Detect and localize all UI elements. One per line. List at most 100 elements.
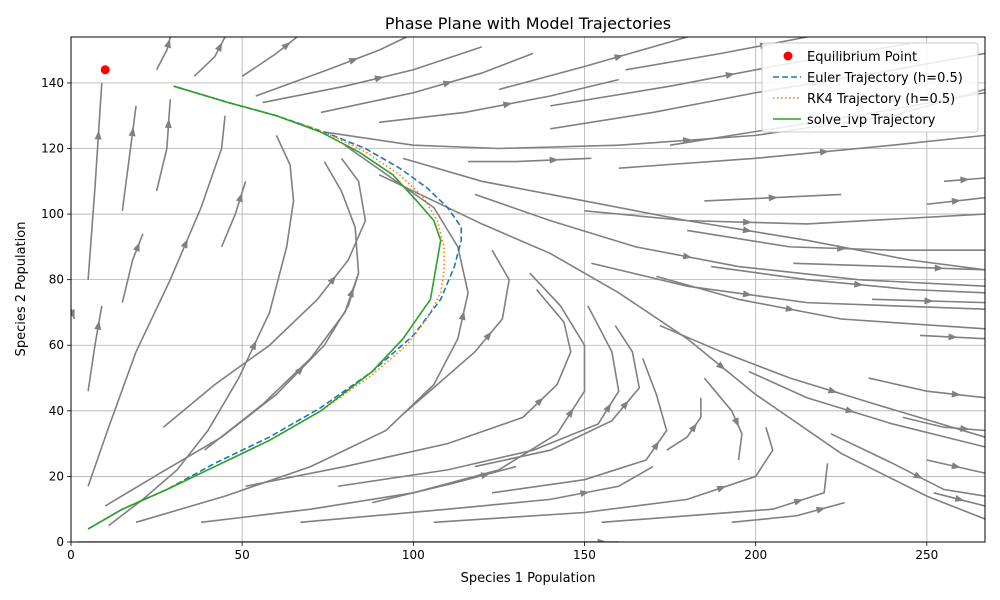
streamline-arrow — [327, 275, 336, 285]
y-tick-label: 80 — [49, 273, 64, 287]
streamline-arrow — [94, 130, 102, 140]
streamline-arrow — [742, 218, 753, 226]
streamline-arrow — [71, 309, 75, 319]
streamline-arrow — [620, 400, 629, 410]
streamline-arrow — [768, 194, 778, 202]
streamline-arrow — [913, 471, 923, 479]
streamline-arrow — [837, 244, 847, 252]
streamline — [902, 416, 985, 432]
streamline — [135, 144, 469, 524]
streamline — [87, 305, 103, 392]
streamline — [337, 305, 620, 488]
legend-label-rk4: RK4 Trajectory (h=0.5) — [807, 92, 955, 107]
streamline-arrow — [819, 148, 830, 156]
streamline-arrow — [954, 494, 965, 502]
x-tick-label: 50 — [235, 548, 250, 562]
streamline-arrow — [94, 320, 102, 331]
streamline-arrow — [603, 403, 612, 413]
streamline-arrow — [827, 386, 838, 394]
trajectories — [87, 65, 463, 530]
x-tick-label: 200 — [744, 548, 767, 562]
streamline-arrow — [844, 406, 855, 414]
streamline — [87, 115, 226, 487]
legend-box — [761, 42, 979, 133]
streamline-arrow — [458, 310, 466, 321]
streamline-arrow — [951, 197, 961, 205]
x-tick-label: 150 — [573, 548, 596, 562]
streamline-arrow — [281, 42, 291, 51]
streamline — [87, 82, 103, 280]
streamline-arrow — [295, 366, 304, 376]
grid — [70, 37, 985, 543]
x-axis-label: Species 1 Population — [461, 571, 596, 586]
streamline-arrow — [682, 252, 693, 260]
streamline-arrow — [348, 58, 359, 65]
x-tick-label: 250 — [915, 548, 938, 562]
legend-label-euler: Euler Trajectory (h=0.5) — [807, 71, 963, 86]
streamline-arrow — [442, 80, 453, 88]
streamline — [378, 174, 985, 520]
streamline-arrow — [934, 264, 944, 272]
y-axis-label: Species 2 Population — [14, 222, 29, 357]
streamline-arrow — [128, 127, 136, 137]
streamline-arrow — [480, 472, 491, 480]
streamline-arrow — [613, 54, 624, 62]
streamline-arrow — [924, 297, 934, 305]
equilibrium-point — [100, 65, 110, 75]
streamline-arrow — [731, 417, 739, 427]
streamline — [121, 105, 137, 211]
legend-label-equilibrium: Equilibrium Point — [807, 50, 917, 65]
streamline — [220, 181, 247, 248]
streamline — [104, 272, 360, 507]
streamline — [300, 465, 654, 524]
y-tick-label: 120 — [41, 141, 64, 155]
legend-marker-equilibrium — [783, 51, 793, 61]
streamline — [468, 157, 592, 163]
streamline-arrow — [597, 538, 607, 542]
streamline-arrow — [579, 490, 590, 498]
streamline-arrow — [742, 290, 753, 298]
streamline — [155, 99, 172, 192]
streamline-arrow — [951, 462, 961, 470]
streamline-arrow — [716, 361, 726, 370]
streamline — [731, 501, 845, 524]
streamline — [793, 262, 985, 271]
streamline-arrow — [716, 485, 727, 493]
streamline-arrow — [164, 38, 171, 49]
axes: 0 50 100 150 200 250 0 20 40 60 80 100 120 140 — [41, 76, 938, 562]
plot-frame — [70, 36, 986, 543]
streamline-arrow — [180, 238, 188, 249]
streamline-arrow — [725, 72, 735, 79]
streamline — [200, 272, 586, 524]
streamline-arrow — [483, 331, 492, 341]
streamline-arrow — [502, 101, 513, 109]
streamline-arrow — [793, 498, 804, 506]
streamline-arrow — [651, 441, 660, 451]
streamline-arrow — [565, 408, 574, 418]
solve-ivp-trajectory — [87, 85, 442, 530]
streamline-arrow — [249, 340, 257, 351]
streamline — [868, 377, 985, 399]
y-tick-label: 20 — [49, 469, 64, 483]
streamline-arrow — [688, 423, 697, 433]
x-tick-label: 0 — [67, 548, 75, 562]
streamline-arrow — [549, 156, 559, 164]
legend: Equilibrium Point Euler Trajectory (h=0.… — [761, 42, 979, 133]
streamlines — [71, 37, 985, 542]
y-tick-label: 140 — [41, 76, 64, 90]
legend-label-solve-ivp: solve_ivp Trajectory — [807, 113, 936, 128]
streamline-arrow — [133, 242, 140, 252]
streamline-arrow — [235, 192, 243, 203]
streamline-arrow — [951, 390, 961, 398]
chart-title: Phase Plane with Model Trajectories — [385, 14, 671, 33]
y-tick-label: 60 — [49, 338, 64, 352]
streamline — [625, 37, 808, 71]
streamline-arrow — [854, 280, 864, 288]
y-tick-label: 100 — [41, 207, 64, 221]
streamline-arrow — [742, 226, 753, 234]
streamline-arrow — [785, 304, 795, 312]
x-tick-label: 100 — [402, 548, 425, 562]
streamline — [659, 324, 985, 438]
streamline-arrow — [214, 42, 223, 53]
